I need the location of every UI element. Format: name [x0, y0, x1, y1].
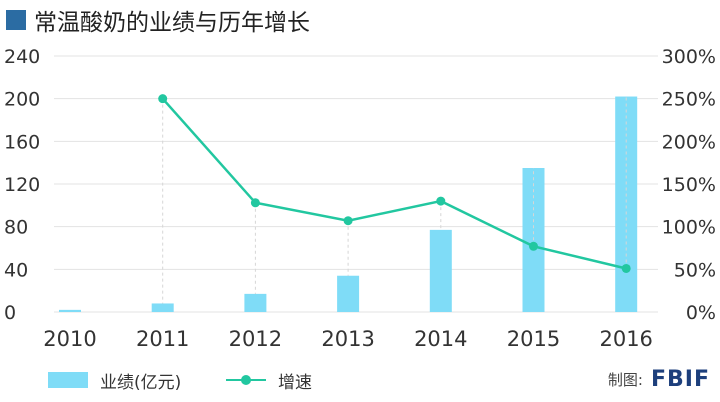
chart-title-block: 常温酸奶的业绩与历年增长 — [6, 2, 310, 38]
left-axis-tick-label: 0 — [4, 302, 16, 324]
x-axis-tick-label: 2016 — [599, 327, 652, 351]
growth-point — [529, 241, 538, 251]
x-axis-tick-label: 2012 — [229, 327, 282, 351]
x-axis-tick-label: 2014 — [414, 327, 467, 351]
legend-line-label: 增速 — [278, 372, 312, 393]
growth-line — [161, 97, 627, 270]
growth-point — [250, 198, 260, 208]
credit: 制图: FBIF — [608, 364, 710, 394]
credit-brand-logo: FBIF — [650, 366, 710, 392]
left-axis-tick-label: 200 — [4, 89, 40, 111]
growth-point — [436, 196, 446, 206]
right-axis-tick-label: 300% — [662, 46, 716, 68]
credit-label: 制图: — [607, 370, 643, 389]
right-axis-tick-label: 200% — [662, 131, 716, 153]
left-axis-tick-label: 80 — [4, 217, 28, 239]
bar — [337, 275, 360, 312]
right-axis-tick-label: 0% — [686, 302, 716, 324]
title-square-icon — [6, 10, 26, 30]
bar — [244, 293, 267, 312]
left-axis-tick-label: 40 — [4, 259, 28, 281]
bar-series — [59, 96, 638, 313]
right-axis-ticks: 0% 50% 100% 150% 200% 250% 300% — [662, 46, 716, 324]
legend-item-line: 增速 — [226, 366, 312, 394]
right-axis-tick-label: 250% — [662, 89, 716, 111]
bar — [151, 303, 174, 312]
drop-lines — [162, 96, 627, 304]
bar — [59, 309, 81, 312]
x-axis-tick-label: 2010 — [43, 327, 96, 351]
growth-point — [158, 94, 168, 104]
legend-line-swatch — [226, 372, 266, 388]
legend-bar-swatch — [48, 372, 88, 388]
growth-point — [621, 263, 631, 273]
growth-point — [343, 216, 353, 226]
x-axis-tick-label: 2015 — [507, 327, 560, 351]
grid-lines — [54, 55, 658, 313]
x-axis-tick-label: 2011 — [136, 327, 189, 351]
left-axis-tick-label: 120 — [4, 174, 40, 196]
x-axis-ticks: 2010 2011 2012 2013 2014 2015 2016 — [43, 327, 653, 351]
right-axis-tick-label: 150% — [662, 174, 716, 196]
bar — [615, 96, 638, 313]
chart-plot: 0 40 80 120 160 200 240 0% 50% 100% 150% 200% 250% 3… — [4, 46, 716, 351]
left-axis-ticks: 0 40 80 120 160 200 240 — [4, 46, 40, 324]
x-axis-tick-label: 2013 — [321, 327, 374, 351]
legend-item-bar: 业绩(亿元) — [48, 366, 181, 394]
growth-line-series — [158, 94, 631, 273]
bar — [429, 229, 452, 312]
left-axis-tick-label: 240 — [4, 46, 40, 68]
left-axis-tick-label: 160 — [4, 131, 40, 153]
legend-bar-label: 业绩(亿元) — [100, 372, 182, 393]
right-axis-tick-label: 50% — [674, 259, 716, 281]
right-axis-tick-label: 100% — [662, 217, 716, 239]
chart-title: 常温酸奶的业绩与历年增长 — [34, 10, 310, 36]
legend: 业绩(亿元) 增速 — [0, 366, 720, 394]
